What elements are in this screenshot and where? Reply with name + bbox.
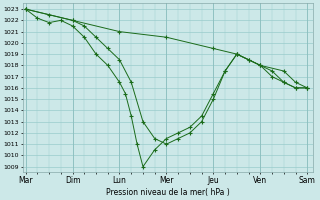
X-axis label: Pression niveau de la mer( hPa ): Pression niveau de la mer( hPa ) [106, 188, 230, 197]
